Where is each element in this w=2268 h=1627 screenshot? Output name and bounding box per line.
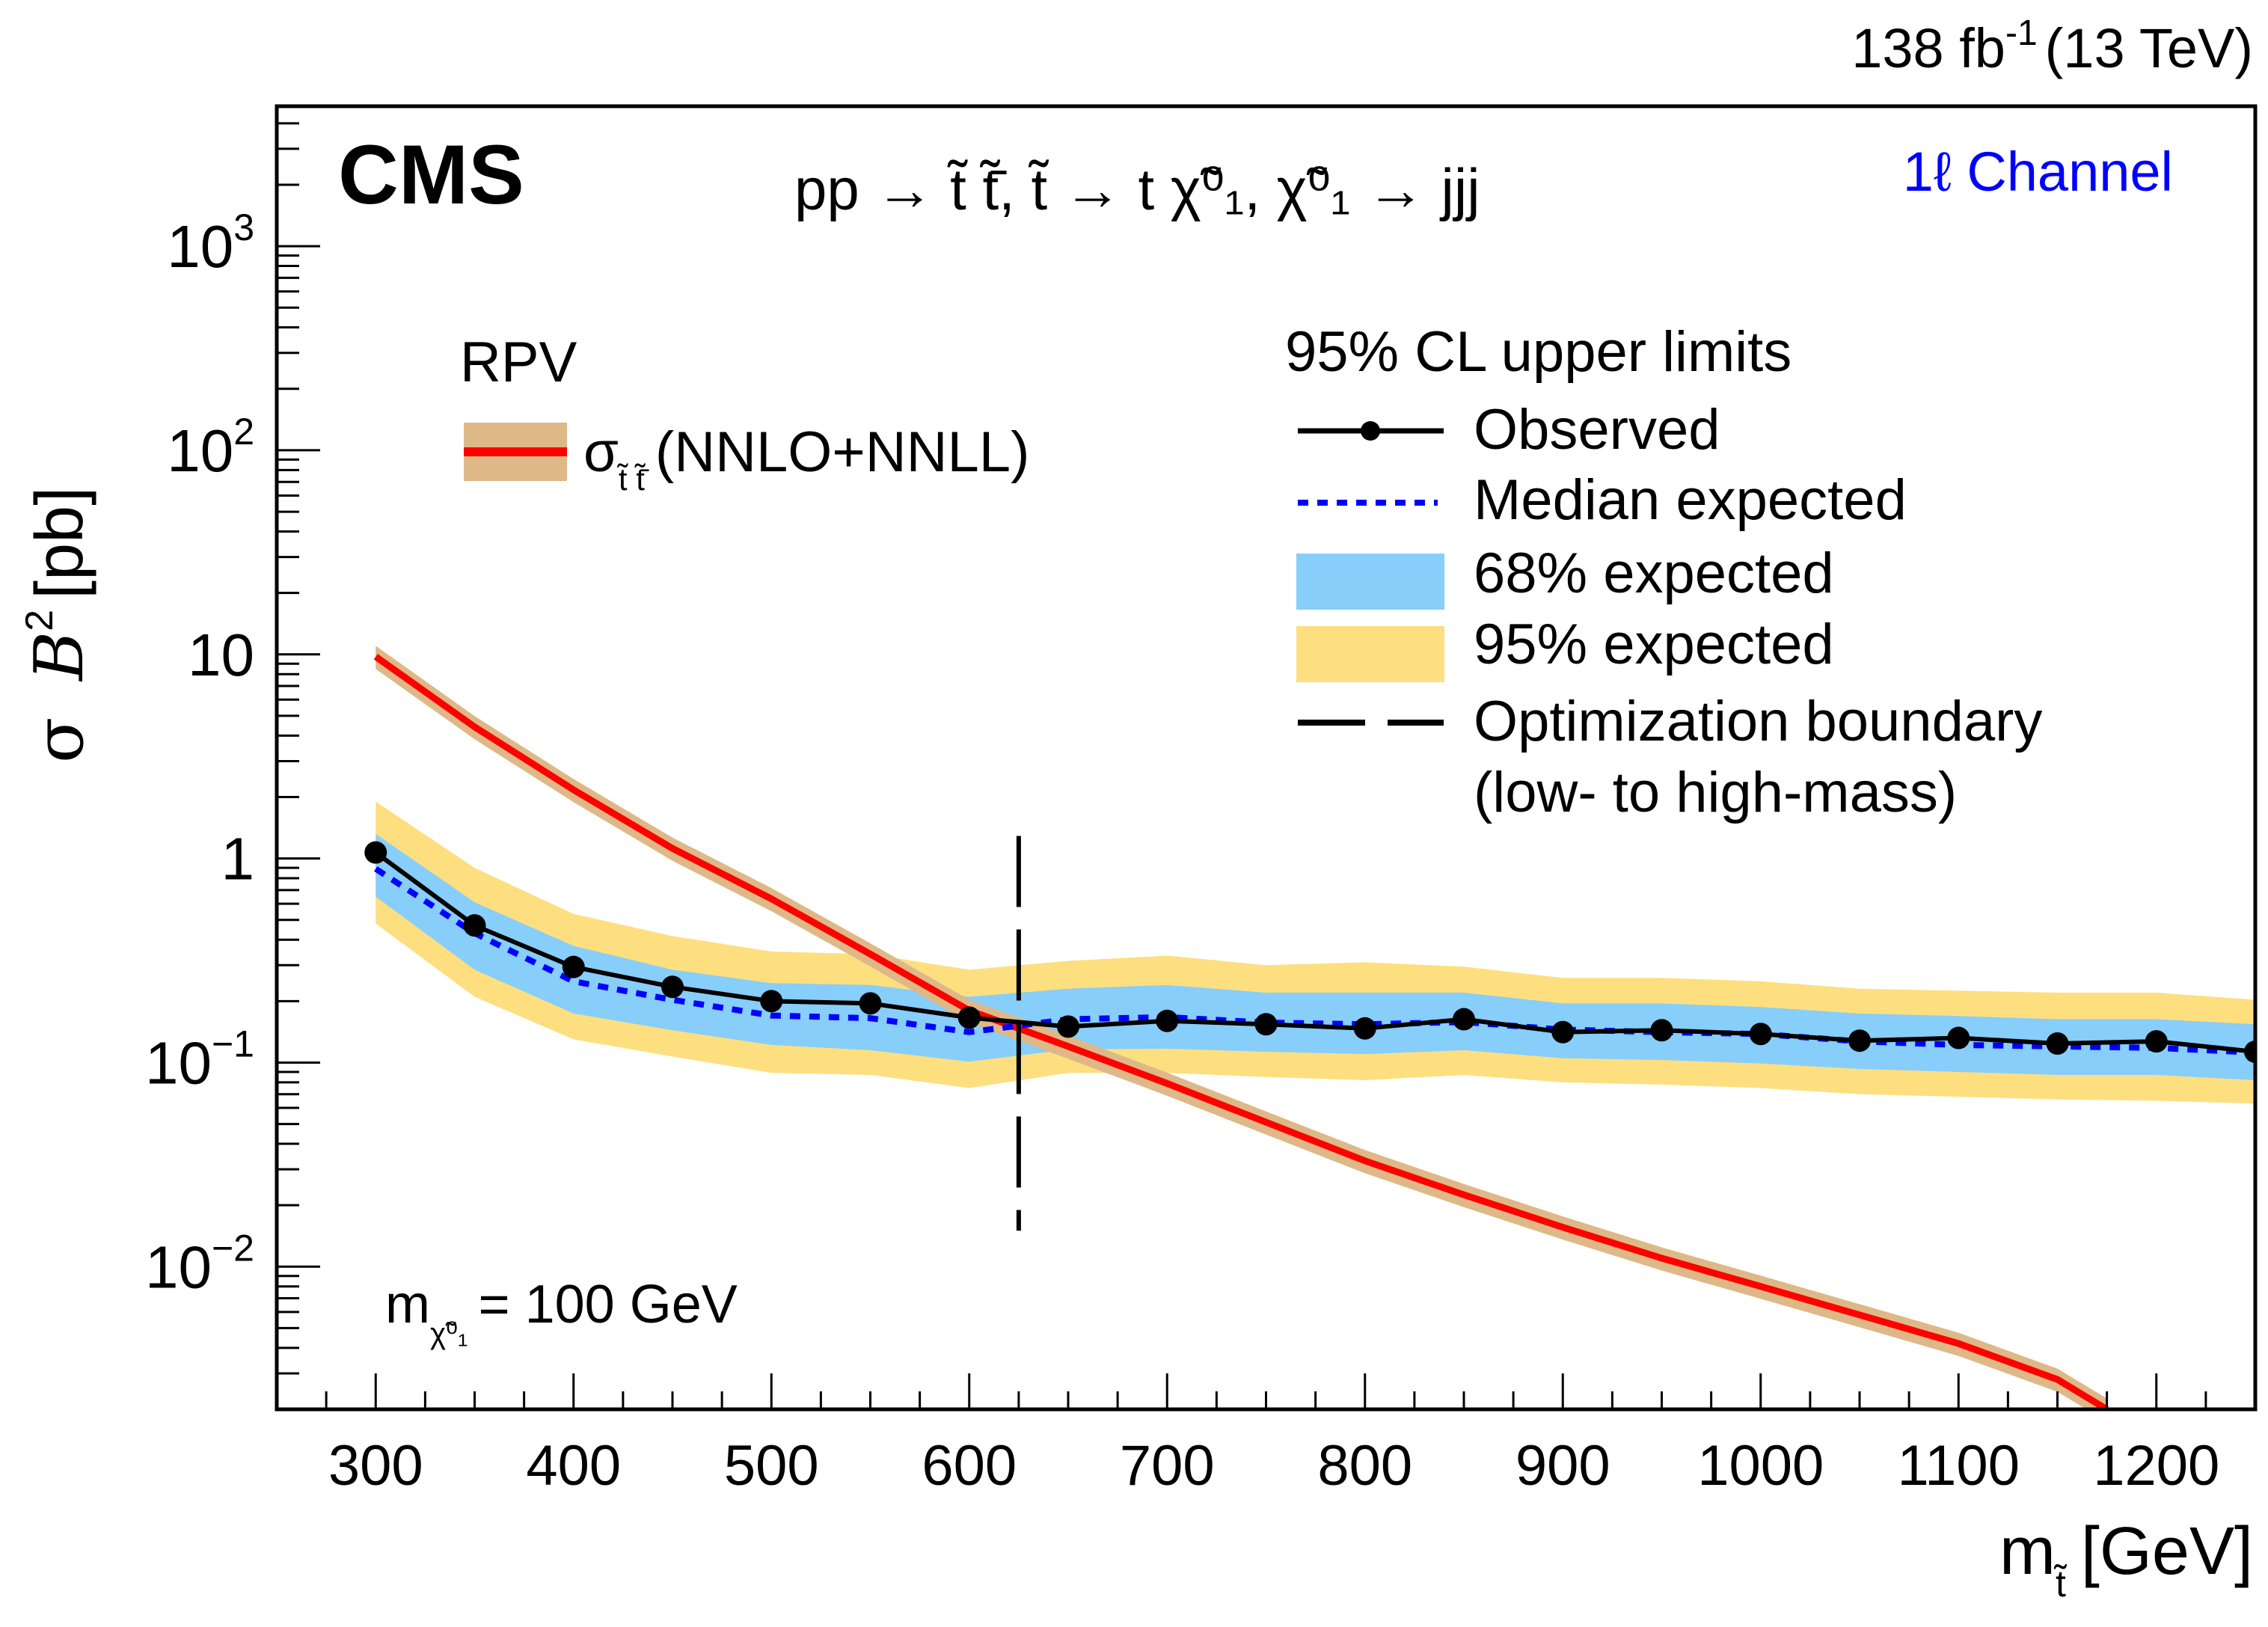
median-group (374, 866, 2255, 1056)
y-tick-label: 10−1 (145, 1023, 254, 1096)
y-axis: 10−2 10−1 1 10 102 103 (145, 122, 320, 1411)
theory-legend-title: RPV (460, 331, 577, 394)
plot-frame (275, 104, 2258, 1412)
observed-point (760, 990, 783, 1013)
process-label: pp → t̃ t̃̄, t̃ → t χ̃⁰₁, χ̃⁰₁ → jjj (794, 156, 1480, 222)
legend-boundary-label-2: (low- to high-mass) (1474, 761, 1957, 824)
median-expected-line (374, 866, 2255, 1056)
x-tick-label: 1100 (1898, 1434, 2020, 1498)
x-tick-label: 400 (526, 1434, 621, 1498)
observed-point (2145, 1030, 2168, 1053)
observed-point (1156, 1009, 1179, 1032)
x-tick-label: 1200 (2093, 1434, 2219, 1498)
y-tick-label: 1 (221, 826, 255, 892)
observed-point (957, 1006, 981, 1029)
legend-observed-label: Observed (1474, 398, 1720, 462)
legend-observed-marker (1361, 421, 1380, 441)
observed-line (374, 851, 2255, 1054)
observed-point (1057, 1015, 1079, 1038)
legend-median-label: Median expected (1474, 468, 1907, 532)
observed-point (463, 914, 486, 937)
legend-band95-swatch (1296, 626, 1444, 682)
observed-group (364, 841, 2255, 1063)
x-tick-label: 700 (1120, 1434, 1215, 1498)
lumi-label: 138 fb-1 (13 TeV) (1851, 13, 2253, 79)
observed-point (1947, 1026, 1970, 1050)
y-axis-title: σ B2[pb] (18, 487, 99, 763)
observed-point (364, 841, 387, 864)
x-tick-label: 1000 (1697, 1434, 1824, 1498)
theory-line (373, 654, 2109, 1409)
observed-point (1254, 1013, 1278, 1036)
neutralino-mass-label: mχ̃⁰₁ = 100 GeV (385, 1275, 738, 1350)
x-tick-label: 500 (724, 1434, 819, 1498)
observed-point (2046, 1032, 2069, 1055)
legend-band68-swatch (1296, 554, 1444, 610)
band-68-expected (376, 833, 2255, 1080)
observed-point (1749, 1023, 1772, 1046)
y-tick-label: 10 (188, 622, 254, 688)
observed-point (859, 992, 882, 1015)
x-tick-label: 800 (1317, 1434, 1412, 1498)
legend-band68-label: 68% expected (1474, 542, 1834, 605)
limits-legend-title: 95% CL upper limits (1285, 320, 1792, 384)
band-68-group (376, 833, 2255, 1080)
observed-point (562, 955, 585, 978)
y-tick-label: 10−2 (145, 1227, 254, 1300)
observed-point (1650, 1019, 1673, 1042)
theory-legend-label: σt̃ t̃̄ (NNLO+NNLL) (583, 420, 1029, 497)
observed-point (1551, 1020, 1575, 1044)
y-tick-label: 102 (167, 411, 254, 484)
observed-point (2244, 1040, 2255, 1063)
observed-point (661, 975, 684, 999)
theory-group (373, 646, 2109, 1409)
observed-point (1453, 1008, 1475, 1031)
observed-point (1353, 1017, 1376, 1040)
legend-band95-label: 95% expected (1474, 613, 1834, 676)
observed-point (1848, 1029, 1871, 1053)
x-tick-label: 900 (1515, 1434, 1610, 1498)
experiment-label: CMS (338, 128, 524, 221)
x-tick-label: 300 (328, 1434, 423, 1498)
x-axis-title: mt̃ [GeV] (1999, 1514, 2253, 1605)
y-tick-label: 103 (167, 206, 254, 280)
theory-legend-line-swatch (464, 447, 567, 456)
legend-boundary-label-1: Optimization boundary (1474, 690, 2042, 753)
x-axis: 300 400 500 600 700 800 900 1000 1100 1200 (275, 1373, 2257, 1498)
x-tick-label: 600 (922, 1434, 1017, 1498)
channel-label: 1ℓ Channel (1903, 141, 2173, 203)
